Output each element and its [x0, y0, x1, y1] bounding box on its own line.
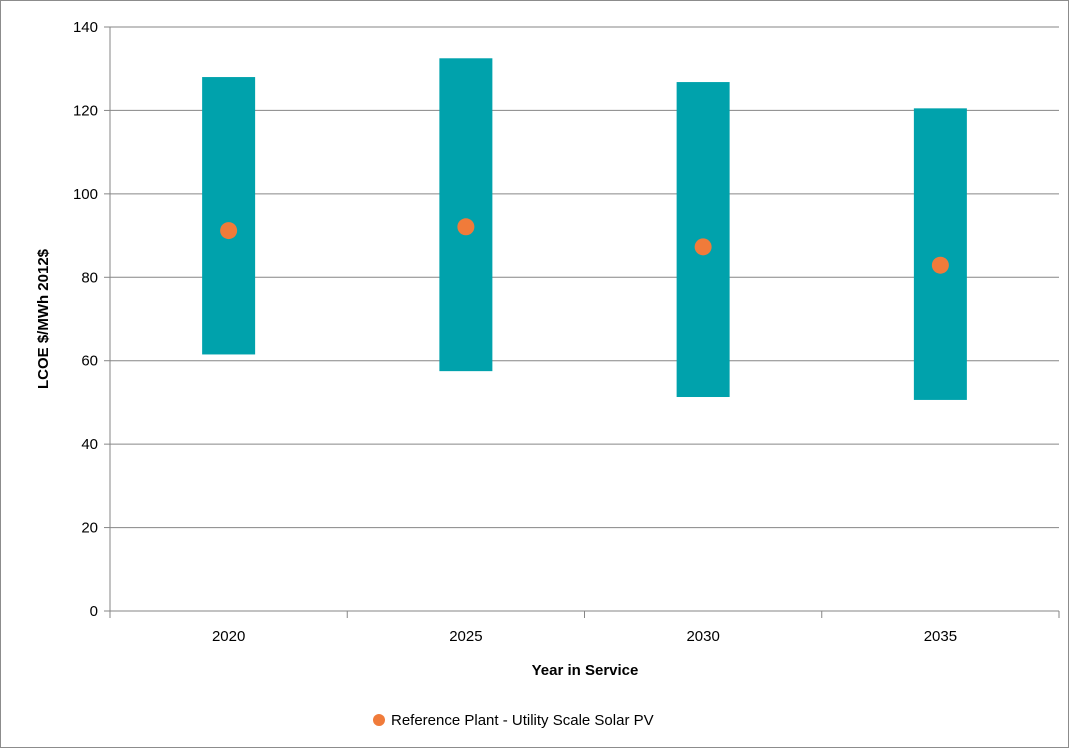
y-tick-label: 60	[81, 353, 98, 370]
range-bars	[202, 58, 967, 400]
reference-markers	[220, 218, 949, 274]
reference-plant-marker	[694, 238, 712, 256]
y-tick-label: 80	[81, 269, 98, 286]
reference-plant-marker	[457, 218, 475, 236]
gridlines	[104, 26, 1059, 612]
y-tick-label: 0	[90, 603, 98, 620]
x-tick-label: 2035	[924, 628, 957, 645]
reference-plant-marker	[220, 222, 238, 240]
y-axis-title: LCOE $/MWh 2012$	[35, 248, 52, 389]
legend: Reference Plant - Utility Scale Solar PV	[373, 712, 654, 729]
reference-plant-marker	[931, 256, 949, 274]
y-tick-label: 120	[73, 102, 98, 119]
x-tick-label: 2020	[212, 628, 245, 645]
y-tick-label: 100	[73, 186, 98, 203]
legend-marker-reference-plant	[373, 714, 385, 726]
axes	[109, 27, 1060, 618]
legend-label-reference-plant: Reference Plant - Utility Scale Solar PV	[391, 712, 654, 729]
x-axis-title: Year in Service	[532, 662, 639, 679]
y-tick-label: 20	[81, 520, 98, 537]
range-bar	[202, 77, 256, 355]
range-bar	[439, 58, 493, 372]
x-tick-label: 2030	[686, 628, 719, 645]
x-tick-label: 2025	[449, 628, 482, 645]
range-bar	[913, 108, 967, 400]
y-tick-label: 140	[73, 19, 98, 36]
y-tick-label: 40	[81, 436, 98, 453]
tick-labels: 0 20 40 60 80 100 120 140 2020 2025 2030 2035	[73, 19, 957, 645]
